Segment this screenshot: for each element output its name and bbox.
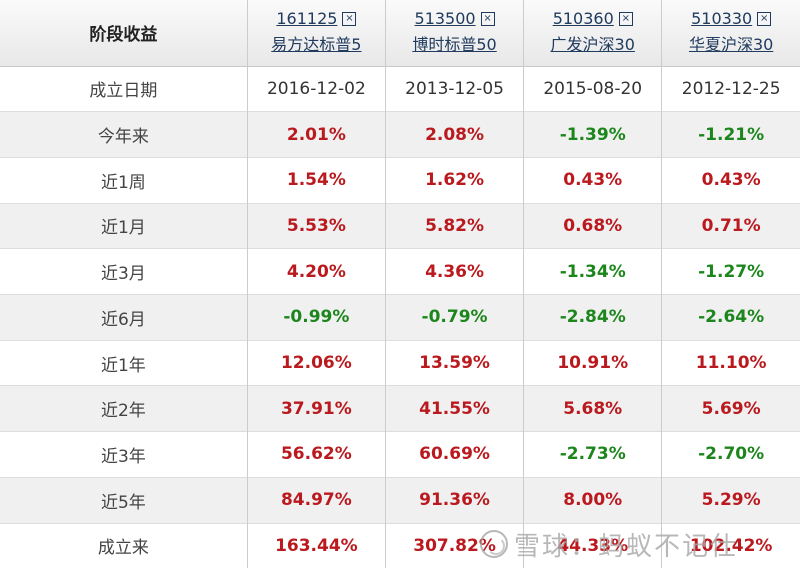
return-cell: -0.79% — [384, 294, 524, 341]
row-label: 近6月 — [0, 294, 248, 341]
return-cell: -1.34% — [523, 248, 662, 295]
row-label: 今年来 — [0, 111, 248, 158]
return-cell: 307.82% — [384, 522, 524, 568]
return-cell: -1.39% — [523, 111, 662, 158]
return-cell: 2.08% — [384, 111, 524, 158]
return-cell: 1.62% — [384, 156, 524, 204]
return-cell: -2.84% — [523, 294, 662, 341]
close-icon[interactable]: × — [618, 12, 633, 27]
row-label: 近1周 — [0, 156, 248, 204]
return-cell: 5.68% — [523, 385, 662, 432]
return-cell: 60.69% — [384, 431, 524, 478]
fund-name-link[interactable]: 博时标普50 — [412, 34, 497, 54]
return-cell: 5.69% — [661, 385, 800, 432]
close-icon[interactable]: × — [342, 12, 357, 27]
table-row-3month: 近3月 4.20% 4.36% -1.34% -1.27% — [0, 248, 800, 295]
corner-header-label: 阶段收益 — [89, 25, 158, 46]
row-label: 近3年 — [0, 431, 248, 478]
corner-header: 阶段收益 — [0, 0, 248, 67]
fund-column-header-510330: 510330 × 华夏沪深30 — [661, 0, 800, 67]
return-cell: 5.82% — [384, 202, 524, 249]
fund-code-link[interactable]: 513500 — [414, 9, 476, 29]
return-cell: 0.68% — [523, 202, 662, 249]
row-label: 近3月 — [0, 248, 248, 295]
table-row-since-inception: 成立来 163.44% 307.82% 44.33% 102.42% — [0, 522, 800, 568]
fund-name-link[interactable]: 广发沪深30 — [550, 34, 635, 54]
fund-code-link[interactable]: 161125 — [276, 9, 338, 29]
return-cell: 4.36% — [384, 248, 524, 295]
return-cell: -1.27% — [661, 248, 800, 295]
close-icon[interactable]: × — [480, 12, 495, 27]
row-label: 近1年 — [0, 339, 248, 386]
return-cell: -1.21% — [661, 111, 800, 158]
return-cell: 37.91% — [246, 385, 386, 432]
date-cell: 2013-12-05 — [384, 65, 524, 112]
close-icon[interactable]: × — [757, 12, 772, 27]
return-cell: 56.62% — [246, 431, 386, 478]
return-cell: 2.01% — [246, 111, 386, 158]
return-cell: -2.70% — [661, 431, 800, 478]
fund-code-link[interactable]: 510360 — [552, 9, 614, 29]
return-cell: 44.33% — [523, 522, 662, 568]
row-label: 成立来 — [0, 522, 248, 568]
row-label: 近5年 — [0, 476, 248, 524]
return-cell: 91.36% — [384, 476, 524, 524]
fund-column-header-161125: 161125 × 易方达标普5 — [246, 0, 386, 67]
date-cell: 2016-12-02 — [246, 65, 386, 112]
return-cell: -2.64% — [661, 294, 800, 341]
return-cell: 5.29% — [661, 476, 800, 524]
table-row-ytd: 今年来 2.01% 2.08% -1.39% -1.21% — [0, 111, 800, 158]
return-cell: 0.43% — [661, 156, 800, 204]
fund-column-header-513500: 513500 × 博时标普50 — [384, 0, 524, 67]
return-cell: 163.44% — [246, 522, 386, 568]
table-row-1month: 近1月 5.53% 5.82% 0.68% 0.71% — [0, 202, 800, 249]
return-cell: -0.99% — [246, 294, 386, 341]
return-cell: 0.43% — [523, 156, 662, 204]
table-row-1year: 近1年 12.06% 13.59% 10.91% 11.10% — [0, 339, 800, 386]
fund-column-header-510360: 510360 × 广发沪深30 — [523, 0, 662, 67]
fund-code-link[interactable]: 510330 — [691, 9, 753, 29]
table-header-row: 阶段收益 161125 × 易方达标普5 513500 × 博时标普50 — [0, 0, 800, 67]
table-row-inception-date: 成立日期 2016-12-02 2013-12-05 2015-08-20 20… — [0, 65, 800, 112]
return-cell: 5.53% — [246, 202, 386, 249]
return-cell: -2.73% — [523, 431, 662, 478]
return-cell: 8.00% — [523, 476, 662, 524]
return-cell: 11.10% — [661, 339, 800, 386]
table-row-1week: 近1周 1.54% 1.62% 0.43% 0.43% — [0, 156, 800, 204]
return-cell: 41.55% — [384, 385, 524, 432]
table-row-5year: 近5年 84.97% 91.36% 8.00% 5.29% — [0, 476, 800, 524]
date-cell: 2015-08-20 — [523, 65, 662, 112]
return-cell: 84.97% — [246, 476, 386, 524]
table-row-3year: 近3年 56.62% 60.69% -2.73% -2.70% — [0, 431, 800, 478]
return-cell: 12.06% — [246, 339, 386, 386]
return-cell: 1.54% — [246, 156, 386, 204]
return-cell: 4.20% — [246, 248, 386, 295]
table-row-6month: 近6月 -0.99% -0.79% -2.84% -2.64% — [0, 294, 800, 341]
row-label: 近2年 — [0, 385, 248, 432]
return-cell: 0.71% — [661, 202, 800, 249]
row-label: 成立日期 — [0, 65, 248, 112]
row-label: 近1月 — [0, 202, 248, 249]
fund-name-link[interactable]: 华夏沪深30 — [688, 34, 774, 54]
table-row-2year: 近2年 37.91% 41.55% 5.68% 5.69% — [0, 385, 800, 432]
return-cell: 102.42% — [661, 522, 800, 568]
date-cell: 2012-12-25 — [661, 65, 800, 112]
return-cell: 10.91% — [523, 339, 662, 386]
fund-name-link[interactable]: 易方达标普5 — [271, 34, 362, 54]
return-cell: 13.59% — [384, 339, 524, 386]
